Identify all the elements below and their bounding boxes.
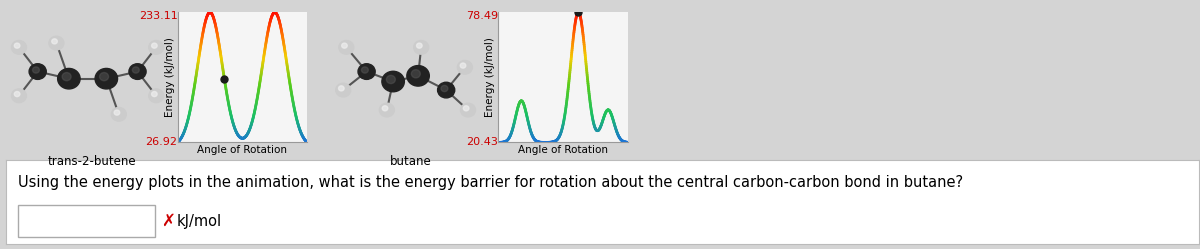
Circle shape [461,103,475,117]
Circle shape [52,39,58,44]
Text: butane: butane [390,155,432,168]
Circle shape [114,110,120,115]
Circle shape [386,75,395,84]
Text: 26.92: 26.92 [145,137,178,147]
Circle shape [336,83,350,97]
Circle shape [414,41,428,54]
Circle shape [12,41,26,54]
Circle shape [14,43,20,48]
Circle shape [461,63,466,68]
Text: 78.49: 78.49 [466,11,498,21]
Circle shape [438,82,455,98]
Text: kJ/mol: kJ/mol [176,214,222,229]
X-axis label: Angle of Rotation: Angle of Rotation [197,145,288,155]
Circle shape [358,64,376,79]
Circle shape [416,43,422,48]
Circle shape [132,67,139,73]
Circle shape [62,72,71,81]
Circle shape [12,89,26,103]
Circle shape [361,67,368,73]
Circle shape [32,67,40,73]
Circle shape [442,85,448,92]
Y-axis label: Energy (kJ/mol): Energy (kJ/mol) [164,38,175,117]
Text: trans-2-butene: trans-2-butene [48,155,136,168]
Circle shape [383,106,388,111]
Circle shape [151,43,157,48]
Circle shape [151,91,157,97]
Circle shape [14,91,20,97]
Circle shape [338,86,344,91]
Circle shape [457,61,473,74]
Text: Using the energy plots in the animation, what is the energy barrier for rotation: Using the energy plots in the animation,… [18,175,964,190]
X-axis label: Angle of Rotation: Angle of Rotation [518,145,607,155]
Circle shape [100,72,108,81]
Circle shape [95,68,118,89]
Y-axis label: Energy (kJ/mol): Energy (kJ/mol) [485,38,496,117]
Circle shape [29,64,47,79]
Text: 20.43: 20.43 [466,137,498,147]
Text: ✗: ✗ [161,212,175,230]
Circle shape [342,43,347,48]
Circle shape [149,89,163,103]
Circle shape [49,36,64,50]
Text: 233.11: 233.11 [139,11,178,21]
Circle shape [463,106,469,111]
Circle shape [338,41,354,54]
Circle shape [412,70,420,78]
FancyBboxPatch shape [18,205,155,237]
Circle shape [407,65,430,86]
Circle shape [128,64,146,79]
Circle shape [149,41,163,54]
Circle shape [58,68,80,89]
Circle shape [379,103,395,117]
Circle shape [112,108,126,121]
Circle shape [382,71,404,92]
